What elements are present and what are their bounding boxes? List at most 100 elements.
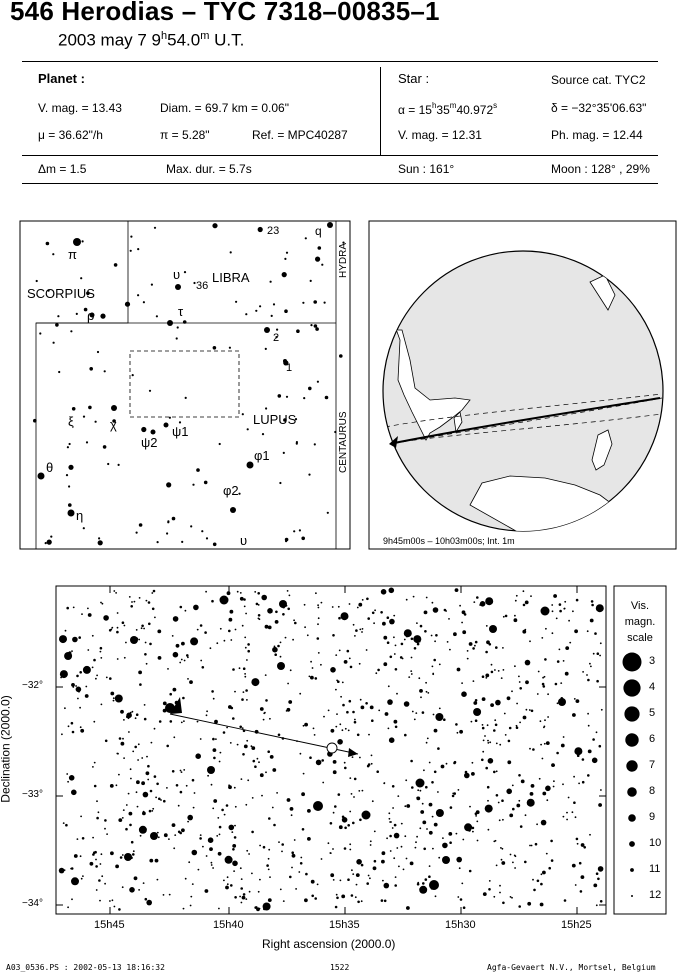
field-star	[353, 720, 357, 724]
field-star	[239, 895, 242, 898]
field-star	[471, 761, 474, 764]
field-star	[187, 820, 190, 823]
field-star	[352, 710, 355, 714]
field-star	[128, 811, 133, 816]
field-star	[99, 899, 101, 902]
greek-star-label: χ	[110, 417, 117, 432]
field-star	[339, 879, 342, 882]
field-star	[293, 839, 296, 841]
field-star	[143, 627, 146, 630]
field-star	[122, 737, 124, 740]
greek-star-label: ρ	[87, 308, 94, 323]
finder-star	[141, 426, 147, 433]
field-star	[321, 759, 325, 762]
field-star	[163, 799, 166, 803]
finder-star	[192, 483, 195, 486]
field-star	[76, 674, 79, 678]
legend-magnitude: 11	[649, 863, 661, 875]
field-star	[230, 639, 233, 641]
field-star	[115, 864, 119, 869]
field-star	[183, 659, 186, 662]
field-star	[127, 792, 130, 795]
star-delta: δ = −32°35'06.63"	[551, 101, 647, 115]
field-star	[241, 895, 246, 900]
finder-star	[94, 420, 97, 423]
field-star	[84, 694, 89, 698]
field-star	[199, 837, 202, 840]
field-star	[387, 699, 393, 705]
field-star	[545, 785, 551, 792]
field-star	[474, 699, 478, 702]
field-star	[274, 653, 278, 656]
field-star	[490, 670, 494, 674]
field-star	[231, 831, 234, 833]
finder-star	[296, 329, 300, 334]
field-star	[216, 642, 219, 645]
field-star	[339, 723, 342, 726]
field-star	[239, 592, 242, 594]
field-star	[136, 805, 139, 808]
field-star	[428, 875, 431, 878]
field-star	[259, 844, 261, 847]
field-star	[553, 780, 555, 783]
field-star	[473, 708, 482, 716]
field-star	[233, 870, 236, 872]
shadow-limit-north	[384, 393, 663, 428]
field-star	[422, 820, 427, 825]
field-star	[112, 699, 115, 702]
field-star	[394, 876, 397, 878]
field-star	[518, 681, 521, 683]
field-star	[109, 784, 114, 788]
field-star	[228, 785, 232, 790]
field-star	[184, 609, 187, 612]
field-star	[148, 809, 152, 813]
field-star	[245, 898, 248, 900]
field-star	[334, 905, 338, 909]
field-star	[597, 866, 604, 872]
field-star	[200, 659, 203, 662]
field-star	[383, 782, 386, 784]
field-star	[469, 805, 471, 808]
finder-star	[167, 520, 170, 523]
field-star	[180, 721, 183, 724]
field-star	[487, 828, 490, 831]
finder-star	[313, 443, 316, 446]
field-star	[228, 629, 231, 633]
finder-star	[303, 397, 306, 400]
finder-star	[308, 473, 311, 476]
field-star	[254, 765, 257, 768]
field-star	[518, 774, 521, 777]
field-star	[302, 772, 305, 775]
field-star	[160, 799, 162, 801]
field-star	[211, 599, 214, 603]
field-star	[71, 877, 79, 886]
field-star	[355, 873, 360, 877]
field-star	[369, 877, 371, 880]
field-star	[358, 662, 361, 665]
finder-bright-star	[283, 359, 287, 363]
finder-star	[212, 223, 218, 229]
field-star	[116, 626, 119, 629]
field-star	[226, 876, 229, 879]
finder-star	[324, 395, 329, 400]
field-star	[87, 649, 90, 651]
field-star	[586, 630, 589, 633]
field-star	[156, 831, 159, 834]
field-star	[600, 708, 603, 711]
field-star	[516, 803, 521, 808]
field-star	[574, 816, 577, 819]
target-star-circle	[326, 742, 338, 754]
finder-star	[298, 529, 301, 532]
field-star	[335, 893, 338, 896]
field-star	[417, 789, 420, 792]
field-star	[556, 660, 560, 663]
field-star	[595, 731, 598, 734]
field-star	[525, 680, 529, 685]
field-star	[380, 899, 384, 902]
field-star	[269, 717, 271, 720]
field-star	[317, 617, 320, 620]
finder-bright-star	[111, 405, 117, 411]
field-star	[509, 896, 512, 898]
field-star	[134, 717, 137, 720]
field-star	[79, 706, 81, 709]
